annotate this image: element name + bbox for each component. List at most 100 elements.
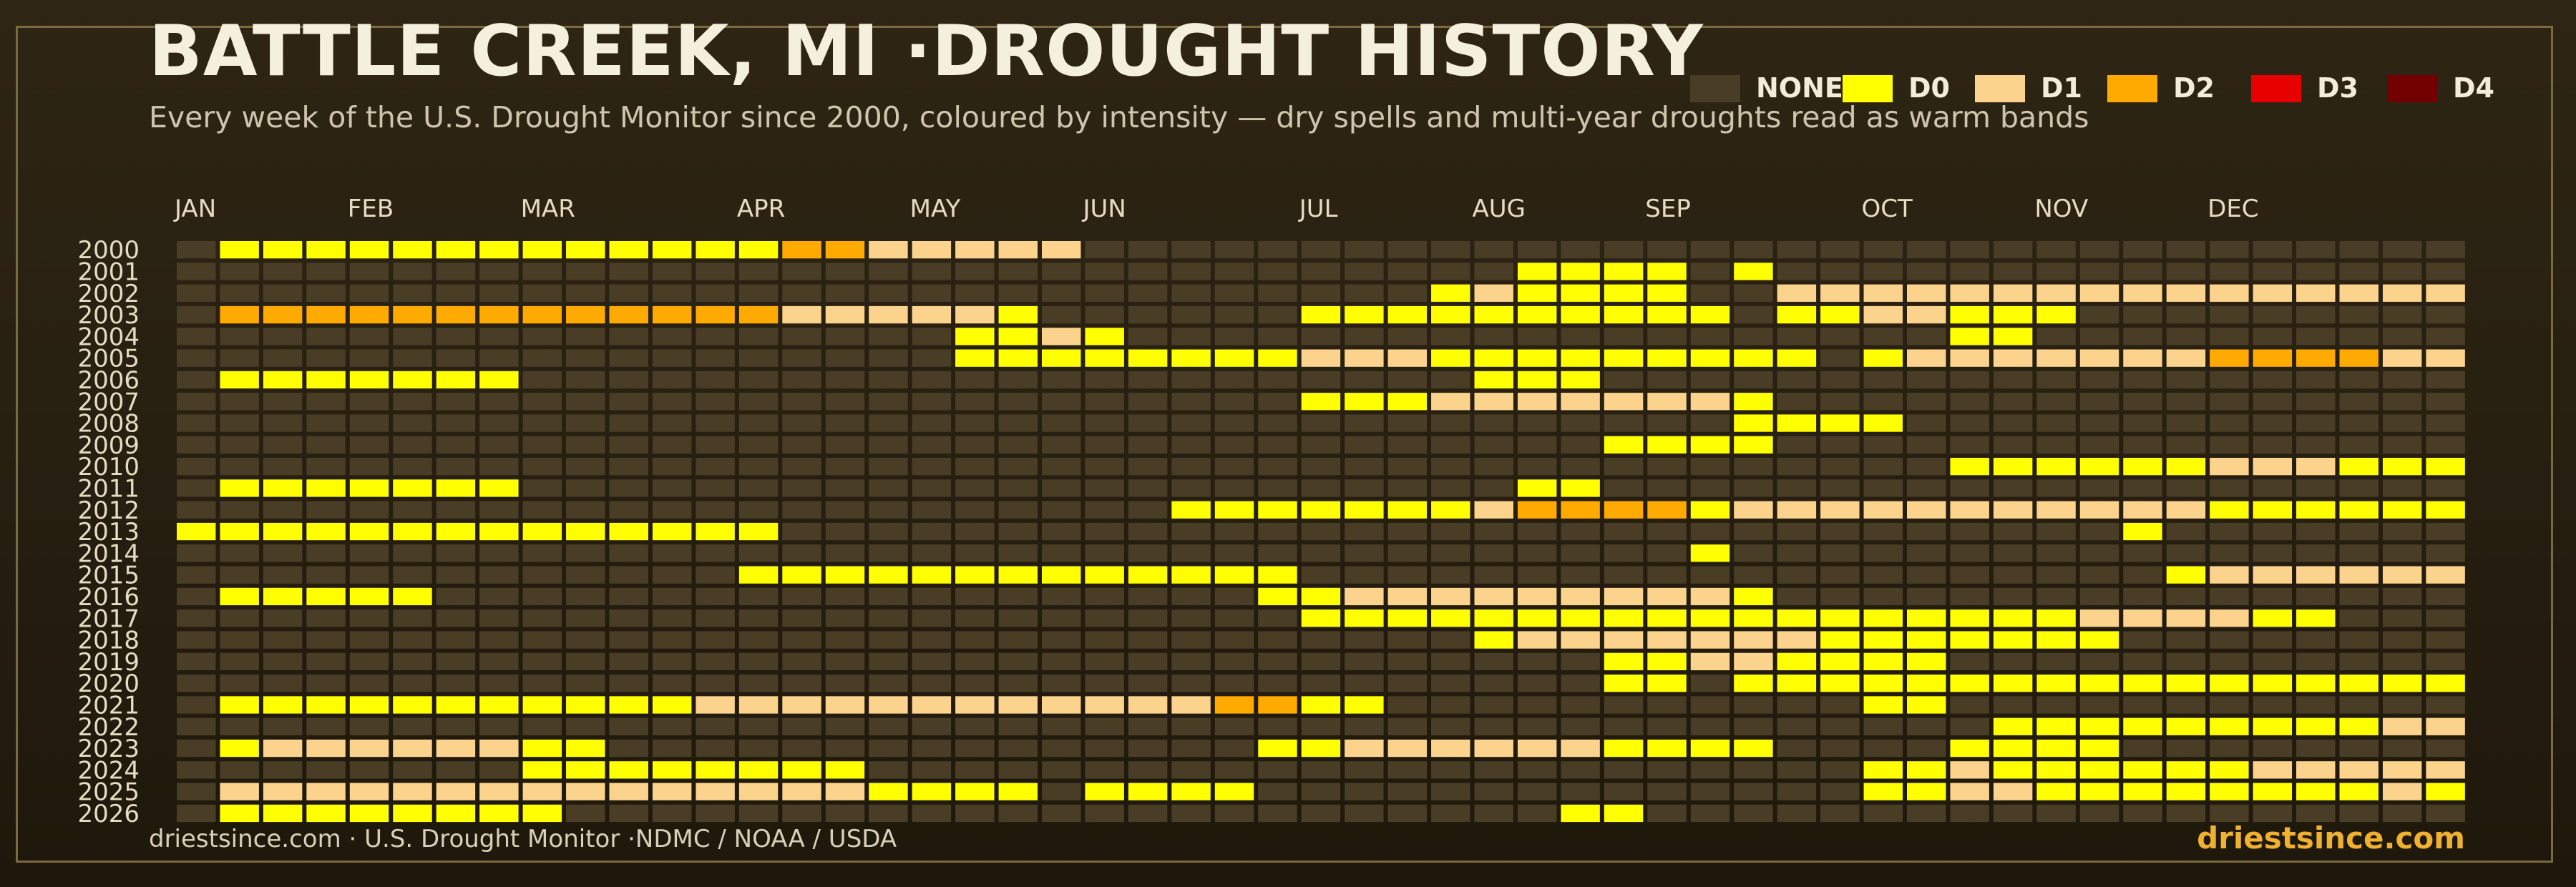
cell-2015-w22 bbox=[1085, 566, 1124, 584]
cell-2017-w37 bbox=[1734, 609, 1773, 627]
cell-2005-w41 bbox=[1907, 349, 1946, 367]
cell-2002-w47 bbox=[2166, 284, 2206, 302]
cell-2015-w9 bbox=[522, 566, 562, 584]
cell-2002-w46 bbox=[2123, 284, 2162, 302]
cell-2018-w42 bbox=[1950, 631, 1989, 649]
legend-label-d4: D4 bbox=[2453, 72, 2494, 104]
cell-2012-w32 bbox=[1517, 501, 1557, 519]
cell-2021-w51 bbox=[2339, 696, 2379, 714]
cell-2010-w31 bbox=[1474, 458, 1513, 476]
cell-2021-w23 bbox=[1128, 696, 1168, 714]
cell-2011-w11 bbox=[609, 479, 648, 497]
chart-frame bbox=[16, 26, 2553, 863]
cell-2007-w7 bbox=[436, 393, 476, 411]
cell-2018-w47 bbox=[2166, 631, 2206, 649]
cell-2009-w23 bbox=[1128, 436, 1168, 454]
cell-2026-w19 bbox=[955, 804, 995, 823]
cell-2003-w16 bbox=[825, 305, 865, 324]
cell-2017-w14 bbox=[738, 609, 779, 627]
cell-2010-w30 bbox=[1431, 458, 1470, 476]
cell-2019-w35 bbox=[1647, 652, 1687, 670]
cell-2007-w39 bbox=[1820, 393, 1860, 411]
cell-2002-w8 bbox=[479, 284, 519, 302]
cell-2015-w45 bbox=[2079, 566, 2119, 584]
cell-2006-w49 bbox=[2253, 371, 2293, 389]
cell-2005-w53 bbox=[2426, 349, 2465, 367]
cell-2020-w35 bbox=[1647, 675, 1687, 692]
cell-2001-w14 bbox=[738, 263, 779, 280]
cell-2009-w16 bbox=[825, 436, 865, 454]
cell-2003-w49 bbox=[2253, 305, 2293, 324]
cell-2018-w15 bbox=[782, 631, 821, 649]
cell-2002-w9 bbox=[522, 284, 562, 302]
cell-2006-w51 bbox=[2339, 371, 2379, 389]
cell-2026-w45 bbox=[2079, 804, 2119, 823]
cell-2008-w19 bbox=[955, 414, 995, 432]
cell-2013-w40 bbox=[1863, 522, 1903, 541]
cell-2021-w39 bbox=[1820, 696, 1860, 714]
cell-2005-w43 bbox=[1993, 349, 2033, 367]
cell-2011-w41 bbox=[1907, 479, 1946, 497]
cell-2013-w37 bbox=[1734, 522, 1773, 541]
footer-source: driestsince.com · U.S. Drought Monitor ·… bbox=[149, 825, 897, 853]
cell-2001-w15 bbox=[782, 263, 821, 280]
cell-2026-w16 bbox=[825, 804, 865, 823]
cell-2006-w7 bbox=[436, 371, 476, 389]
cell-2005-w8 bbox=[479, 349, 519, 367]
cell-2018-w48 bbox=[2210, 631, 2249, 649]
cell-2016-w38 bbox=[1777, 587, 1817, 606]
cell-2007-w18 bbox=[912, 393, 952, 411]
cell-2023-w10 bbox=[566, 739, 605, 758]
cell-2020-w47 bbox=[2166, 675, 2206, 692]
cell-2026-w20 bbox=[998, 804, 1038, 823]
cell-2003-w46 bbox=[2123, 305, 2162, 324]
cell-2022-w43 bbox=[1993, 717, 2033, 735]
cell-2023-w31 bbox=[1474, 739, 1513, 758]
cell-2007-w48 bbox=[2210, 393, 2249, 411]
cell-2018-w39 bbox=[1820, 631, 1860, 649]
cell-2009-w31 bbox=[1474, 436, 1513, 454]
cell-2009-w15 bbox=[782, 436, 821, 454]
cell-2005-w21 bbox=[1042, 349, 1081, 367]
cell-2026-w17 bbox=[869, 804, 908, 823]
cell-2009-w11 bbox=[609, 436, 648, 454]
cell-2017-w27 bbox=[1301, 609, 1341, 627]
cell-2009-w40 bbox=[1863, 436, 1903, 454]
cell-2002-w2 bbox=[220, 284, 259, 302]
cell-2011-w4 bbox=[306, 479, 346, 497]
cell-2004-w36 bbox=[1690, 328, 1730, 346]
cell-2007-w12 bbox=[652, 393, 692, 411]
cell-2018-w24 bbox=[1171, 631, 1211, 649]
year-label-2010: 2010 bbox=[77, 453, 140, 481]
cell-2008-w46 bbox=[2123, 414, 2162, 432]
cell-2021-w31 bbox=[1474, 696, 1513, 714]
cell-2019-w20 bbox=[998, 652, 1038, 670]
cell-2006-w42 bbox=[1950, 371, 1989, 389]
cell-2008-w5 bbox=[349, 414, 389, 432]
cell-2000-w39 bbox=[1820, 241, 1860, 259]
cell-2006-w11 bbox=[609, 371, 648, 389]
cell-2011-w16 bbox=[825, 479, 865, 497]
cell-2005-w17 bbox=[869, 349, 908, 367]
cell-2024-w12 bbox=[652, 761, 692, 779]
cell-2019-w43 bbox=[1993, 652, 2033, 670]
cell-2016-w7 bbox=[436, 587, 476, 606]
cell-2013-w28 bbox=[1345, 522, 1384, 541]
cell-2023-w48 bbox=[2210, 739, 2249, 758]
year-label-2012: 2012 bbox=[77, 496, 140, 525]
cell-2007-w23 bbox=[1128, 393, 1168, 411]
cell-2024-w7 bbox=[436, 761, 476, 779]
cell-2012-w53 bbox=[2426, 501, 2465, 519]
cell-2021-w4 bbox=[306, 696, 346, 714]
cell-2023-w41 bbox=[1907, 739, 1946, 758]
footer-brand-link[interactable]: driestsince.com bbox=[2197, 820, 2465, 856]
cell-2005-w24 bbox=[1171, 349, 1211, 367]
cell-2009-w37 bbox=[1734, 436, 1773, 454]
cell-2013-w52 bbox=[2382, 522, 2422, 541]
cell-2023-w7 bbox=[436, 739, 476, 758]
cell-2003-w17 bbox=[869, 305, 908, 324]
cell-2020-w50 bbox=[2296, 675, 2336, 692]
cell-2000-w6 bbox=[393, 241, 432, 259]
legend-swatch-d2 bbox=[2107, 75, 2157, 102]
cell-2022-w22 bbox=[1085, 717, 1124, 735]
